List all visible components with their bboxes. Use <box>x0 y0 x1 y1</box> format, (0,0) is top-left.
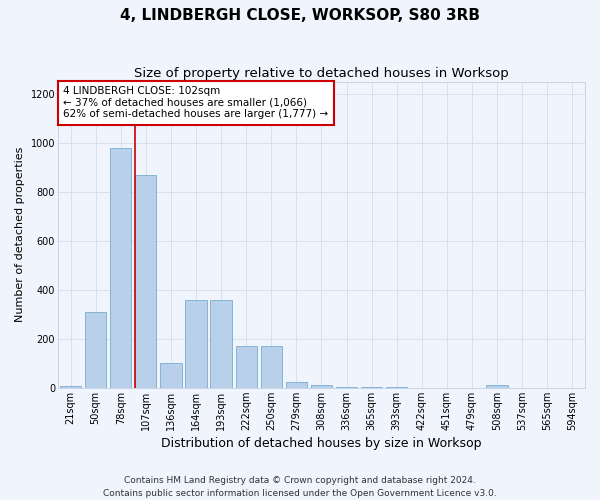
Bar <box>60 386 81 388</box>
Bar <box>211 300 232 388</box>
X-axis label: Distribution of detached houses by size in Worksop: Distribution of detached houses by size … <box>161 437 482 450</box>
Bar <box>286 382 307 388</box>
Bar <box>110 148 131 388</box>
Bar <box>487 385 508 388</box>
Bar <box>336 387 357 388</box>
Bar <box>311 386 332 388</box>
Bar <box>236 346 257 388</box>
Bar <box>85 312 106 388</box>
Text: 4 LINDBERGH CLOSE: 102sqm
← 37% of detached houses are smaller (1,066)
62% of se: 4 LINDBERGH CLOSE: 102sqm ← 37% of detac… <box>63 86 328 120</box>
Bar <box>260 346 282 388</box>
Text: Contains HM Land Registry data © Crown copyright and database right 2024.
Contai: Contains HM Land Registry data © Crown c… <box>103 476 497 498</box>
Bar <box>135 174 157 388</box>
Y-axis label: Number of detached properties: Number of detached properties <box>15 147 25 322</box>
Title: Size of property relative to detached houses in Worksop: Size of property relative to detached ho… <box>134 68 509 80</box>
Text: 4, LINDBERGH CLOSE, WORKSOP, S80 3RB: 4, LINDBERGH CLOSE, WORKSOP, S80 3RB <box>120 8 480 22</box>
Bar <box>185 300 206 388</box>
Bar <box>160 364 182 388</box>
